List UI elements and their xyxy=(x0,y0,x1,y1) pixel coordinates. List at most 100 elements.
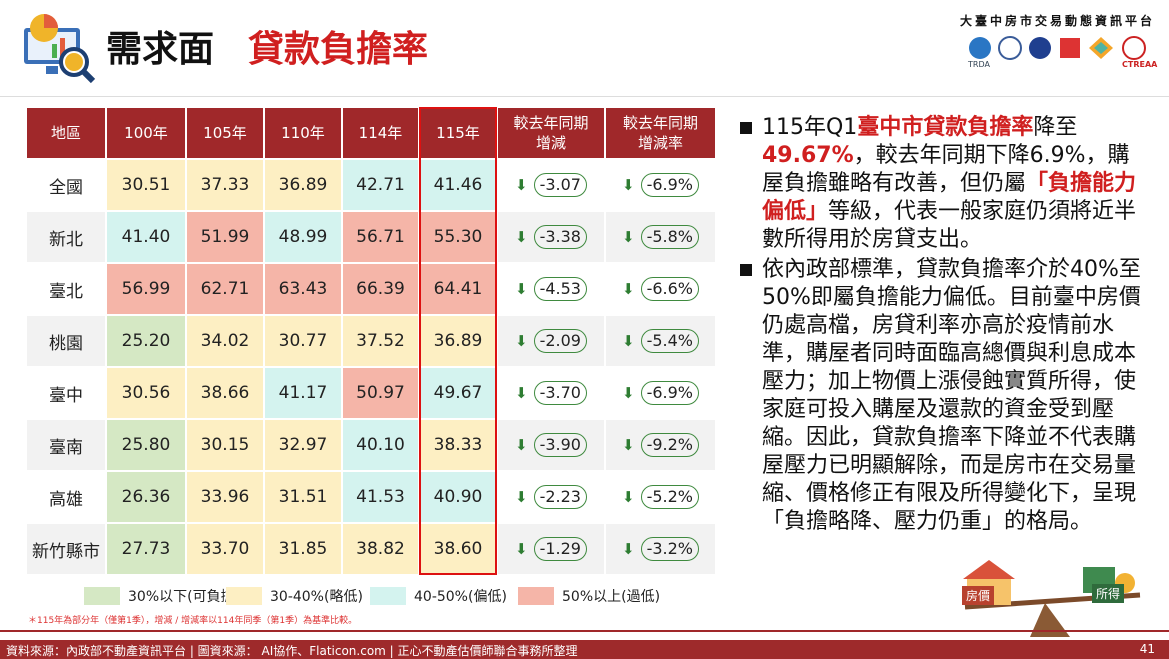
region-cell: 臺中 xyxy=(27,368,107,420)
platform-name: 大臺中房市交易動態資訊平台 xyxy=(959,14,1155,28)
value-cell: 34.02 xyxy=(187,316,265,368)
value-cell: 38.60 xyxy=(420,524,498,576)
title-main: 需求面 xyxy=(106,29,215,70)
value-cell: 41.46 xyxy=(420,160,498,212)
down-arrow: ⬇ xyxy=(515,280,528,298)
emphasis-text: 臺中市貸款負擔率 xyxy=(857,115,1034,140)
value-cell: 38.66 xyxy=(187,368,265,420)
change-cell: ⬇ -3.70 xyxy=(498,368,606,420)
change-rate-cell: ⬇ -6.9% xyxy=(606,368,717,420)
footnote: ＊115年為部分年（僅第1季），增減 / 增減率以114年同季（第1季）為基準比… xyxy=(28,616,358,626)
change-rate-cell: ⬇ -5.4% xyxy=(606,316,717,368)
change-rate-cell: ⬇ -6.9% xyxy=(606,160,717,212)
highlight-box xyxy=(419,107,497,575)
value-cell: 66.39 xyxy=(343,264,420,316)
emphasis-text: 「負擔能力偏低」 xyxy=(762,171,1137,224)
logo xyxy=(1122,36,1146,60)
legend-swatch xyxy=(226,587,262,605)
logo xyxy=(998,36,1022,60)
change-pill: -6.9% xyxy=(640,381,699,405)
change-cell: ⬇ -4.53 xyxy=(498,264,606,316)
body-text: 115年Q1 xyxy=(762,115,858,140)
value-cell: 41.53 xyxy=(343,472,420,524)
change-pill: -5.8% xyxy=(640,225,699,249)
value-cell: 37.33 xyxy=(187,160,265,212)
down-arrow: ⬇ xyxy=(622,384,635,402)
region-cell: 臺南 xyxy=(27,420,107,472)
value-cell: 37.52 xyxy=(343,316,420,368)
down-arrow: ⬇ xyxy=(622,540,635,558)
value-cell: 30.77 xyxy=(265,316,343,368)
down-arrow: ⬇ xyxy=(622,228,635,246)
value-cell: 30.56 xyxy=(107,368,187,420)
value-cell: 31.85 xyxy=(265,524,343,576)
legend-item: 40-50%(偏低) xyxy=(370,586,507,606)
change-rate-cell: ⬇ -3.2% xyxy=(606,524,717,576)
change-pill: -2.09 xyxy=(533,329,587,353)
value-cell: 62.71 xyxy=(187,264,265,316)
footer-bar xyxy=(0,640,1169,659)
logo xyxy=(1060,38,1080,58)
value-cell: 25.20 xyxy=(107,316,187,368)
change-cell: ⬇ -2.09 xyxy=(498,316,606,368)
logo-text: CTREAA xyxy=(1122,60,1158,69)
region-cell: 全國 xyxy=(27,160,107,212)
down-arrow: ⬇ xyxy=(622,436,635,454)
footer-source: 資料來源：內政部不動產資訊平台 | 圖資來源： AI協作、Flaticon.co… xyxy=(6,644,578,658)
down-arrow: ⬇ xyxy=(515,384,528,402)
value-cell: 56.99 xyxy=(107,264,187,316)
legend-item: 50%以上(過低) xyxy=(518,586,660,606)
value-cell: 55.30 xyxy=(420,212,498,264)
legend-item: 30%以下(可負擔) xyxy=(84,586,240,606)
table: 地區 100年 105年 110年 114年 115年 較去年同期 增減 較去年同期 增減率全… xyxy=(27,108,717,578)
value-cell: 49.67 xyxy=(420,368,498,420)
value-cell: 32.97 xyxy=(265,420,343,472)
value-cell: 56.71 xyxy=(343,212,420,264)
down-arrow: ⬇ xyxy=(515,228,528,246)
change-pill: -6.9% xyxy=(640,173,699,197)
bullet-paragraph: 115年Q1臺中市貸款負擔率降至 49.67%，較去年同期下降6.9%，購屋負擔雖… xyxy=(738,114,1150,254)
value-cell: 40.10 xyxy=(343,420,420,472)
change-cell: ⬇ -3.07 xyxy=(498,160,606,212)
value-cell: 30.15 xyxy=(187,420,265,472)
value-cell: 33.96 xyxy=(187,472,265,524)
legend-swatch xyxy=(518,587,554,605)
change-pill: -2.23 xyxy=(533,485,587,509)
value-cell: 27.73 xyxy=(107,524,187,576)
change-cell: ⬇ -2.23 xyxy=(498,472,606,524)
value-cell: 51.99 xyxy=(187,212,265,264)
change-cell: ⬇ -3.38 xyxy=(498,212,606,264)
change-pill: -4.53 xyxy=(533,277,587,301)
value-cell: 36.89 xyxy=(265,160,343,212)
legend-label: 40-50%(偏低) xyxy=(414,589,507,605)
change-rate-cell: ⬇ -6.6% xyxy=(606,264,717,316)
value-cell: 30.51 xyxy=(107,160,187,212)
down-arrow: ⬇ xyxy=(622,488,635,506)
change-rate-cell: ⬇ -5.8% xyxy=(606,212,717,264)
change-pill: -6.6% xyxy=(640,277,699,301)
region-cell: 桃園 xyxy=(27,316,107,368)
value-cell: 36.89 xyxy=(420,316,498,368)
region-cell: 高雄 xyxy=(27,472,107,524)
down-arrow: ⬇ xyxy=(515,488,528,506)
region-cell: 新北 xyxy=(27,212,107,264)
logo xyxy=(1089,37,1113,59)
header-cell: 105年 xyxy=(187,108,265,160)
header-cell: 110年 xyxy=(265,108,343,160)
change-rate-cell: ⬇ -9.2% xyxy=(606,420,717,472)
value-cell: 41.17 xyxy=(265,368,343,420)
change-pill: -3.2% xyxy=(640,537,699,561)
down-arrow: ⬇ xyxy=(622,280,635,298)
change-pill: -3.90 xyxy=(533,433,587,457)
value-cell: 38.33 xyxy=(420,420,498,472)
value-cell: 48.99 xyxy=(265,212,343,264)
change-pill: -9.2% xyxy=(640,433,699,457)
title-icon xyxy=(24,14,96,84)
value-cell: 50.97 xyxy=(343,368,420,420)
value-cell: 63.43 xyxy=(265,264,343,316)
value-cell: 26.36 xyxy=(107,472,187,524)
value-cell: 42.71 xyxy=(343,160,420,212)
change-pill: -5.4% xyxy=(640,329,699,353)
down-arrow: ⬇ xyxy=(515,436,528,454)
logo xyxy=(1029,37,1051,59)
